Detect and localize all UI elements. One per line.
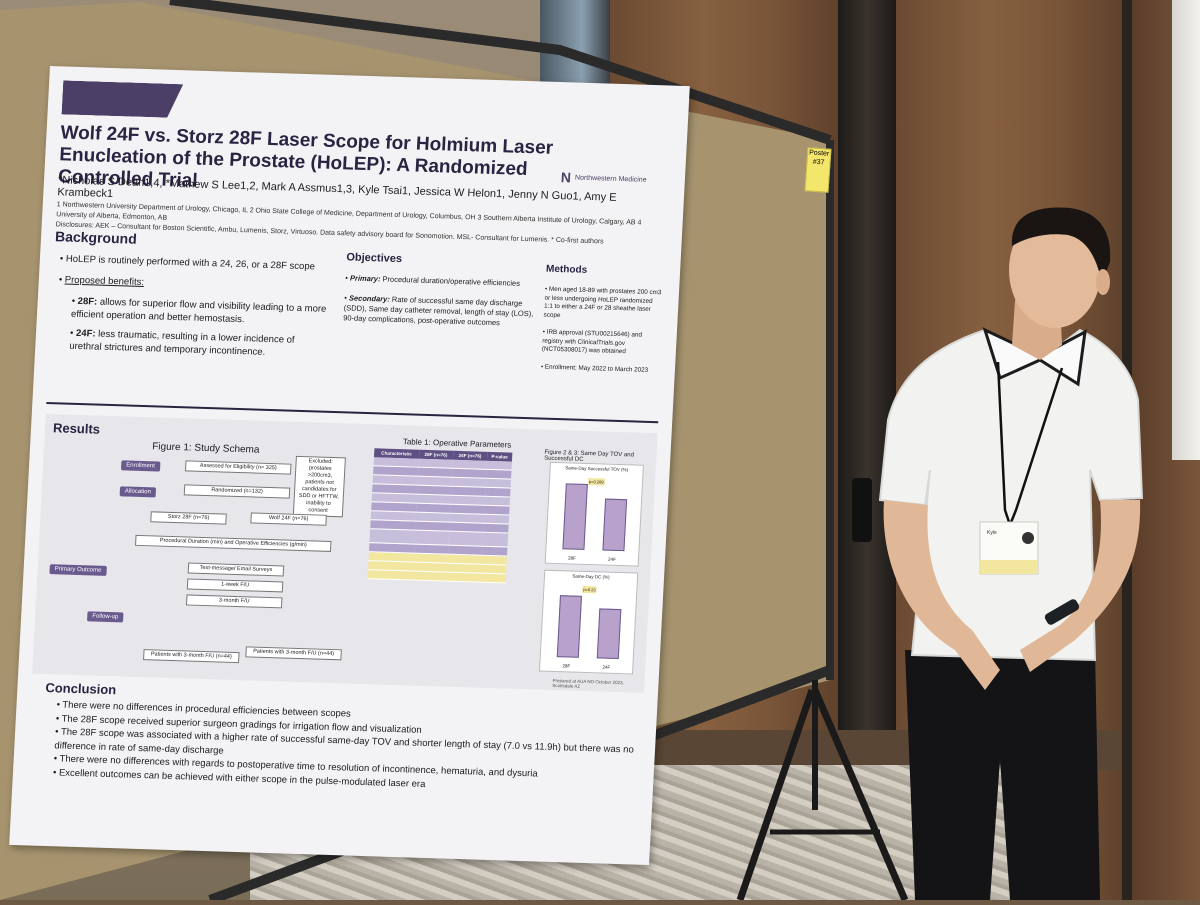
objectives-list: • Primary: Procedural duration/operative… [342,273,535,339]
northwestern-logo: N Northwestern Medicine [560,164,671,193]
method-item: • Men aged 18-89 with prostates 200 cm3 … [543,285,662,319]
methods-heading: Methods [545,263,588,276]
results-heading: Results [52,420,101,437]
bar-label: 24F [602,664,611,670]
poster-number-tag: Poster #37 [804,147,832,193]
logo-text: Northwestern Medicine [574,174,647,184]
schema-tag-allocation: Allocation [119,486,157,498]
nu-logo-icon: N [560,169,572,186]
schema-tag-follow-up: Follow-up [86,611,124,623]
chart-same-day-tov: Same-Day Successful TOV (%) p=0.269 28F … [544,461,644,567]
objective-item: • Primary: Procedural duration/operative… [345,273,521,288]
background-subitem: • 28F: allows for superior flow and visi… [70,295,327,326]
schema-box-wolf: Wolf 24F (n=76) [250,512,327,526]
bar-28f [562,483,588,550]
schema-box-patients-left: Patients with 3-month F/U (n=44) [143,649,240,664]
p-value-badge: p=0.269 [587,478,605,486]
intro-section: Background • HoLEP is routinely performe… [47,228,668,417]
objectives-heading: Objectives [346,251,403,266]
chart-same-day-dc: Same-Day DC (%) p=0.23 28F 24F [538,569,639,675]
chart-title: Same-Day DC (%) [572,573,610,580]
poster-banner [61,80,183,118]
schema-box-excluded: Excluded: prostates >200cm3, patients no… [292,455,346,518]
schema-box-storz: Storz 28F (n=76) [150,511,227,525]
schema-box-randomized: Randomized (n=132) [183,484,291,499]
figure1-title: Figure 1: Study Schema [151,441,260,456]
conclusion-list: There were no differences in procedural … [53,698,637,797]
schema-box-month3: 3-month F/U [185,594,283,609]
easel-leg-right [811,688,909,900]
objective-item: • Secondary: Rate of successful same day… [342,293,534,328]
results-section: Results Figure 1: Study Schema Enrollmen… [32,413,658,693]
window [540,0,610,85]
bar-24f [602,498,628,552]
background-subitem: • 24F: less traumatic, resulting in a lo… [69,327,295,358]
board-frame-top [169,0,832,145]
light-panel [1172,0,1200,460]
bar-label: 28F [567,555,576,561]
bar-label: 28F [562,663,571,669]
chart-title: Same-Day Successful TOV (%) [565,465,629,473]
research-poster: Wolf 24F vs. Storz 28F Laser Scope for H… [9,66,690,866]
door-handle [852,478,872,542]
prepared-note: Prepared at AUA NO October 2023, Scottsd… [552,677,624,689]
schema-box-surveys: Text-message/ Email Surveys [187,562,285,577]
method-item: • IRB approval (STU00215646) and registr… [541,328,643,356]
methods-list: • Men aged 18-89 with prostates 200 cm3 … [540,286,663,385]
background-item: • Proposed benefits: [58,274,145,289]
method-item: • Enrollment: May 2022 to March 2023 [540,363,649,374]
schema-box-patients-right: Patients with 3-month F/U (n=44) [245,646,342,661]
schema-box-week1: 1-week F/U [186,578,284,593]
bar-24f [596,608,622,660]
background-list: • HoLEP is routinely performed with a 24… [55,252,330,366]
easel-leg-left [736,688,816,900]
table1-title: Table 1: Operative Parameters [402,437,512,450]
background-item: • HoLEP is routinely performed with a 24… [59,253,316,273]
background-heading: Background [54,228,138,247]
bar-label: 24F [607,556,616,562]
bar-28f [556,595,582,658]
schema-tag-enrollment: Enrollment [120,460,161,472]
schema-box-assessed: Assessed for Eligibility (n= 325) [184,460,292,475]
p-value-badge: p=0.23 [582,585,597,594]
schema-box-procedural: Procedural Duration (min) and Operative … [135,534,332,552]
operative-parameters-table: Characteristic 28F (n=76) 24F (n=76) P-v… [367,448,513,583]
schema-tag-primary-outcome: Primary Outcome [49,564,107,576]
conclusion-heading: Conclusion [45,680,117,698]
